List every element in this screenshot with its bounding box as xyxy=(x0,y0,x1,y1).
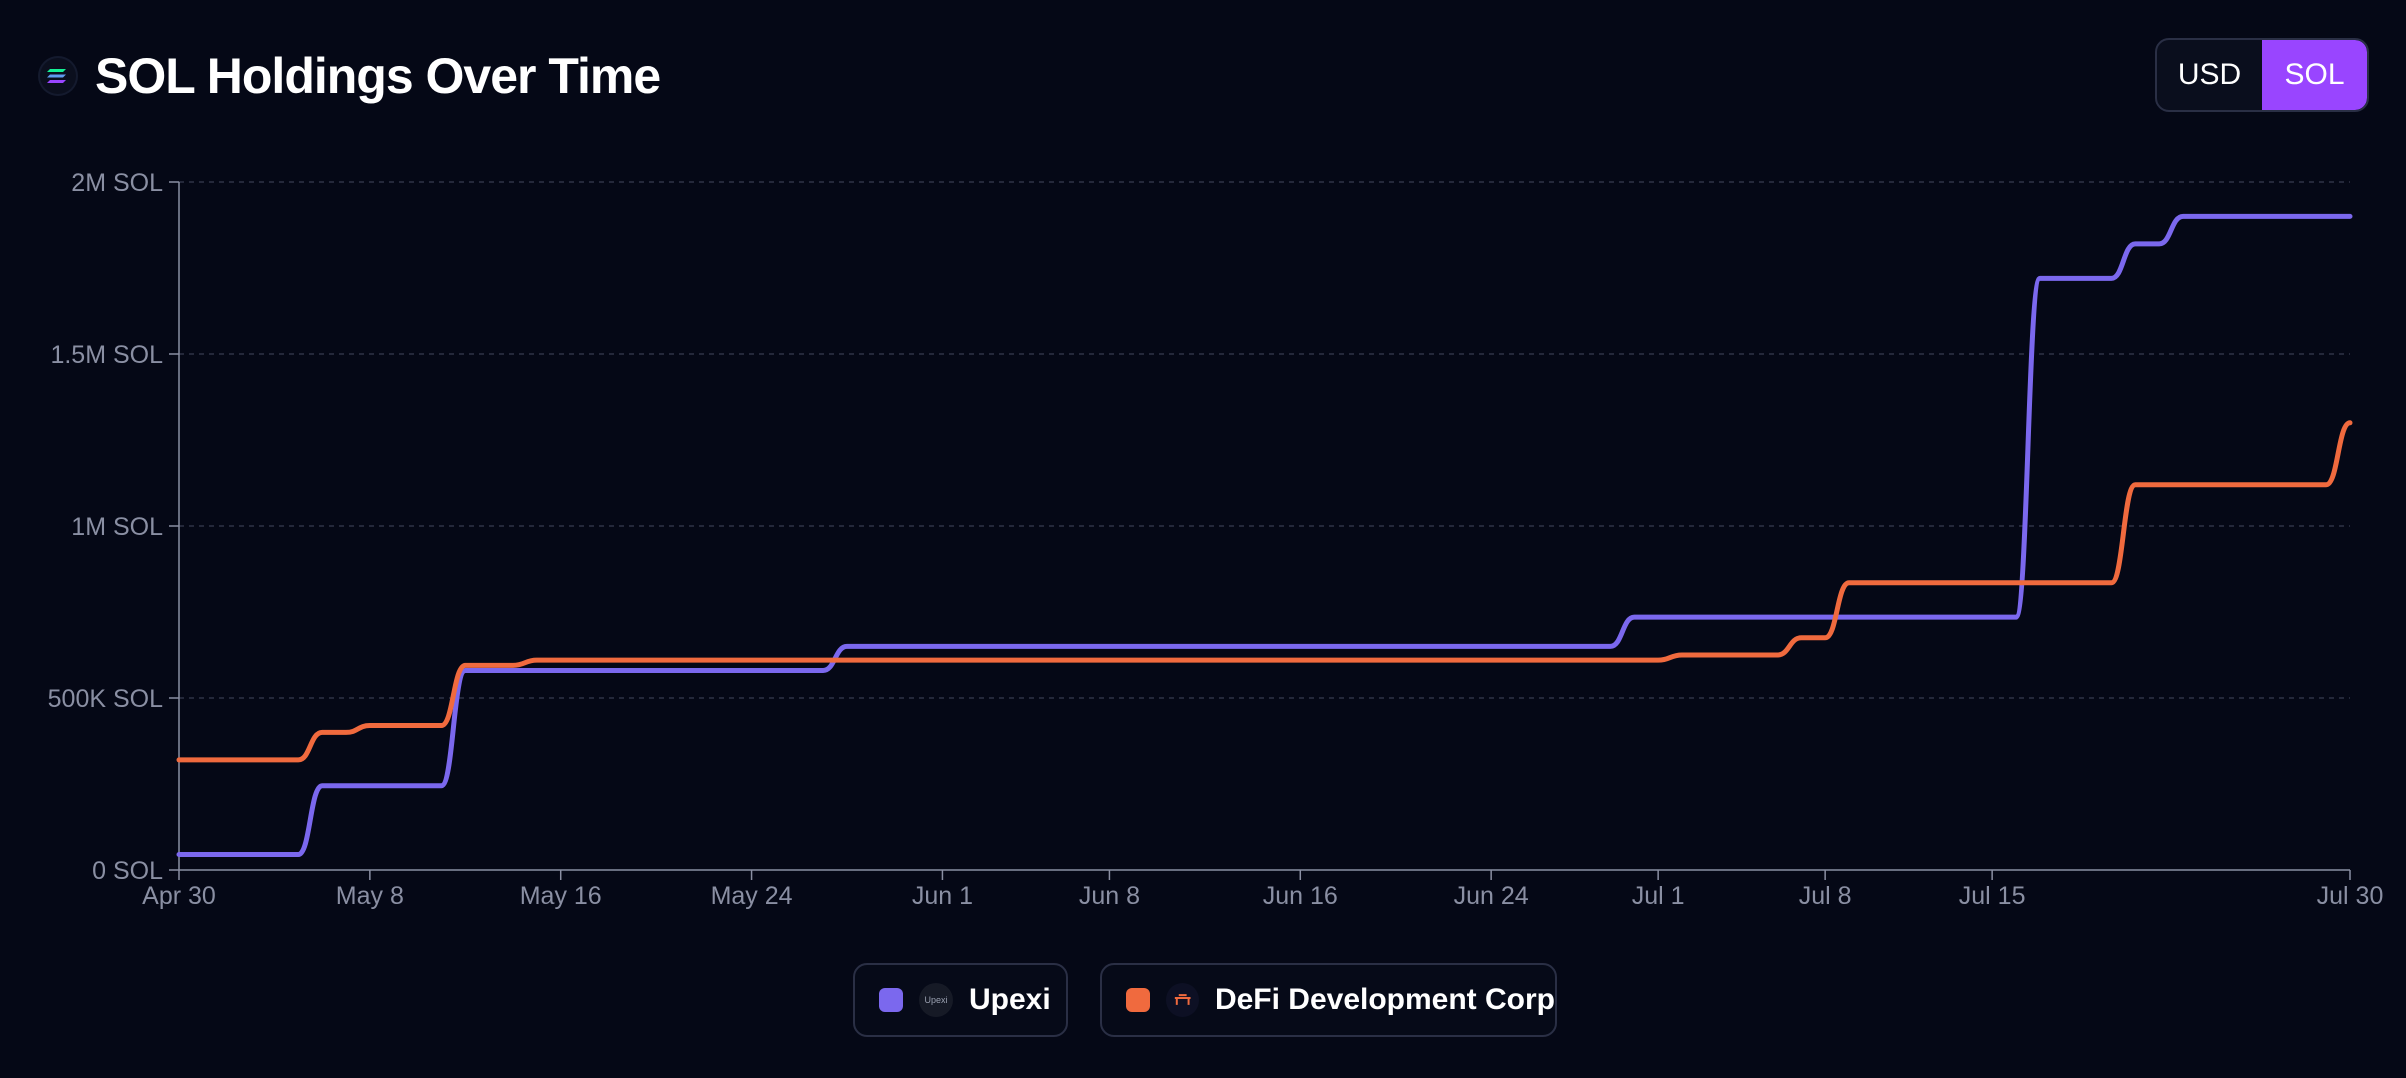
currency-toggle[interactable]: USD SOL xyxy=(2155,38,2369,112)
defi-swatch xyxy=(1126,988,1150,1012)
x-tick-label: Jun 16 xyxy=(1263,882,1338,910)
x-tick-label: Jun 1 xyxy=(912,882,973,910)
legend-item-upexi[interactable]: Upexi Upexi xyxy=(853,963,1068,1037)
sol-toggle-button[interactable]: SOL xyxy=(2262,40,2367,110)
legend-item-defi-development-corp[interactable]: DeFi Development Corp xyxy=(1100,963,1557,1037)
series-lines xyxy=(176,213,2353,858)
page-title: SOL Holdings Over Time xyxy=(95,48,661,104)
x-tick-label: Jul 8 xyxy=(1799,882,1852,910)
upexi-swatch xyxy=(879,988,903,1012)
solana-logo-icon xyxy=(38,56,78,96)
series-line-upexi xyxy=(176,213,2353,858)
x-tick-label: Apr 30 xyxy=(142,882,216,910)
grid-lines xyxy=(179,181,2350,699)
y-tick-label: 2M SOL xyxy=(71,169,163,197)
y-tick-label: 1.5M SOL xyxy=(50,341,163,369)
x-tick-label: Jun 24 xyxy=(1454,882,1529,910)
legend-label-defi-development-corp: DeFi Development Corp xyxy=(1214,983,1555,1016)
x-tick-label: Jul 15 xyxy=(1959,882,2026,910)
upexi-logo-icon: Upexi xyxy=(919,983,953,1017)
x-tick-label: May 16 xyxy=(520,882,602,910)
x-tick-label: Jul 30 xyxy=(2317,882,2384,910)
x-tick-label: Jul 1 xyxy=(1632,882,1685,910)
usd-toggle-button[interactable]: USD xyxy=(2177,58,2242,91)
x-tick-label: Jun 8 xyxy=(1079,882,1140,910)
x-tick-label: May 24 xyxy=(711,882,793,910)
y-tick-label: 1M SOL xyxy=(71,513,163,541)
x-tick-label: May 8 xyxy=(336,882,404,910)
series-line-defi-development-corp xyxy=(176,420,2353,763)
y-tick-label: 0 SOL xyxy=(92,857,163,885)
legend-label-upexi: Upexi xyxy=(969,983,1051,1016)
defi-dev-corp-logo-icon xyxy=(1165,983,1199,1017)
upexi-logo-text: Upexi xyxy=(924,995,948,1005)
y-tick-label: 500K SOL xyxy=(48,685,163,713)
axes: 0 SOL 500K SOL 1M SOL 1.5M SOL 2M SOL Apr 30 M… xyxy=(48,169,2384,910)
